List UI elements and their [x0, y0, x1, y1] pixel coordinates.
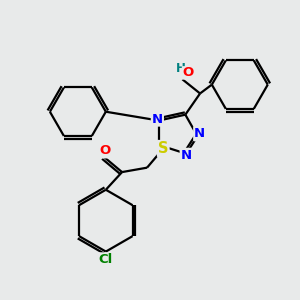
- Text: O: O: [182, 66, 193, 80]
- Text: N: N: [181, 149, 192, 162]
- Text: S: S: [158, 141, 169, 156]
- Text: H: H: [176, 62, 186, 75]
- Text: N: N: [152, 112, 163, 126]
- Text: N: N: [194, 127, 205, 140]
- Text: Cl: Cl: [99, 253, 113, 266]
- Text: O: O: [100, 144, 111, 158]
